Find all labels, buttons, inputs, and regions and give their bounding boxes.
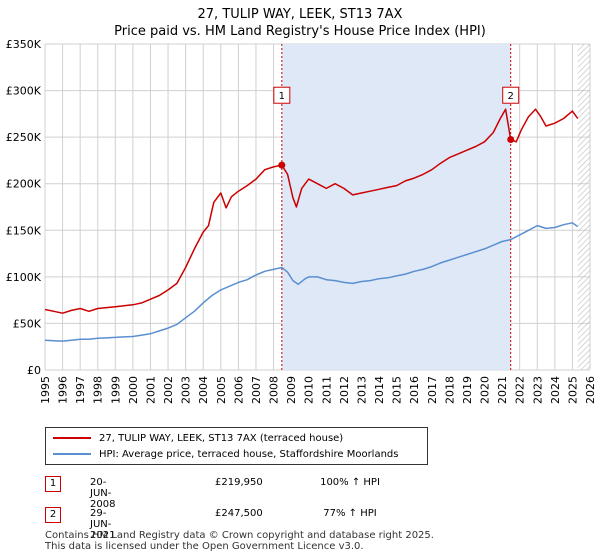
transaction-date: 20-JUN-2008	[90, 477, 116, 510]
y-tick-label: £100K	[6, 271, 42, 284]
x-tick-label: 2020	[479, 376, 492, 404]
y-tick-label: £150K	[6, 224, 42, 237]
x-tick-label: 2002	[162, 376, 175, 404]
x-tick-label: 2009	[285, 376, 298, 404]
series-layer	[44, 108, 579, 342]
x-tick-label: 2011	[320, 376, 333, 404]
x-tick-label: 2004	[197, 376, 210, 404]
x-tick-label: 1996	[57, 376, 70, 404]
transaction-badge: 1	[45, 476, 61, 492]
y-tick-label: £50K	[13, 317, 42, 330]
y-tick-label: £0	[27, 364, 41, 377]
footer-line2: This data is licensed under the Open Gov…	[45, 541, 364, 552]
transaction-price: £247,500	[215, 508, 263, 519]
x-tick-label: 2021	[496, 376, 509, 404]
shaded-region	[281, 44, 511, 370]
x-tick-label: 2024	[549, 376, 562, 404]
x-tick-label: 2006	[232, 376, 245, 404]
marker-label: 1	[279, 91, 285, 102]
x-tick-label: 2022	[514, 376, 527, 404]
transaction-hpi: 100% ↑ HPI	[320, 477, 380, 488]
x-tick-label: 2010	[303, 376, 316, 404]
x-tick-label: 2000	[127, 376, 140, 404]
legend-label-property: 27, TULIP WAY, LEEK, ST13 7AX (terraced …	[99, 432, 344, 444]
x-tick-label: 2005	[215, 376, 228, 404]
y-tick-label: £250K	[6, 131, 42, 144]
x-tick-label: 1995	[39, 376, 52, 404]
marker-box	[502, 86, 520, 104]
shade-layer	[281, 44, 590, 370]
legend-item-property: 27, TULIP WAY, LEEK, ST13 7AX (terraced …	[53, 431, 343, 445]
chart-title-line2: Price paid vs. HM Land Registry's House …	[114, 24, 486, 39]
series-line-property	[44, 108, 579, 314]
x-tick-label: 2017	[426, 376, 439, 404]
x-tick-label: 1998	[92, 376, 105, 404]
axis-layer: £0 £50K £100K £150K £200K £250K £300K £350K 1995…	[6, 38, 597, 404]
x-tick-label: 2023	[531, 376, 544, 404]
x-tick-label: 2018	[443, 376, 456, 404]
transaction-price: £219,950	[215, 477, 263, 488]
x-tick-label: 2019	[461, 376, 474, 404]
x-tick-label: 2001	[144, 376, 157, 404]
marker-label: 2	[508, 91, 514, 102]
footer: Contains HM Land Registry data © Crown c…	[45, 530, 434, 552]
x-tick-label: 2008	[268, 376, 281, 404]
chart-title: 27, TULIP WAY, LEEK, ST13 7AX Price paid…	[0, 6, 600, 40]
sale-point	[507, 135, 515, 143]
series-line-hpi	[44, 222, 579, 342]
x-tick-label: 2007	[250, 376, 263, 404]
footer-line1: Contains HM Land Registry data © Crown c…	[45, 530, 434, 541]
sale-point	[278, 161, 286, 169]
y-tick-label: £200K	[6, 178, 42, 191]
x-tick-label: 2026	[584, 376, 597, 404]
legend: 27, TULIP WAY, LEEK, ST13 7AX (terraced …	[45, 427, 428, 465]
x-tick-label: 2016	[408, 376, 421, 404]
transaction-date: 29-JUN-2021	[90, 508, 116, 541]
transaction-hpi: 77% ↑ HPI	[323, 508, 377, 519]
x-tick-label: 1997	[74, 376, 87, 404]
x-tick-label: 2013	[355, 376, 368, 404]
x-tick-label: 2015	[391, 376, 404, 404]
marker-box	[273, 86, 291, 104]
y-tick-label: £300K	[6, 85, 42, 98]
legend-swatch-property	[53, 437, 91, 439]
x-tick-label: 2014	[373, 376, 386, 404]
x-tick-label: 2003	[180, 376, 193, 404]
legend-swatch-hpi	[53, 453, 91, 455]
x-tick-label: 2012	[338, 376, 351, 404]
hatched-region	[577, 44, 590, 370]
x-tick-label: 1999	[109, 376, 122, 404]
y-tick-label: £350K	[6, 38, 42, 51]
chart-title-line1: 27, TULIP WAY, LEEK, ST13 7AX	[197, 7, 403, 22]
transaction-badge: 2	[45, 507, 61, 523]
legend-item-hpi: HPI: Average price, terraced house, Staf…	[53, 447, 399, 461]
x-tick-label: 2025	[566, 376, 579, 404]
legend-label-hpi: HPI: Average price, terraced house, Staf…	[99, 448, 399, 460]
